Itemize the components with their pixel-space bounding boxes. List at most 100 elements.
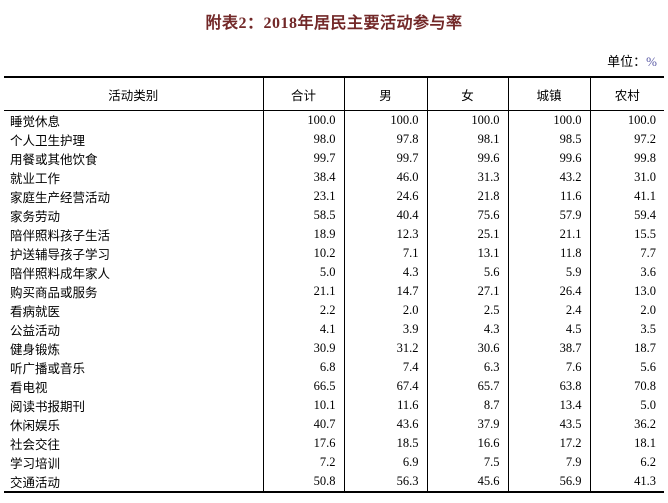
value-cell: 5.6	[589, 358, 664, 377]
table-row: 用餐或其他饮食 99.7 99.7 99.6 99.6 99.8	[4, 149, 664, 168]
value-cell: 13.0	[589, 282, 664, 301]
table-row: 家庭生产经营活动 23.1 24.6 21.8 11.6 41.1	[4, 187, 664, 206]
value-cell: 57.9	[507, 206, 590, 225]
value-cell: 99.8	[589, 149, 664, 168]
value-cell: 5.0	[589, 396, 664, 415]
value-cell: 75.6	[426, 206, 508, 225]
value-cell: 14.7	[343, 282, 427, 301]
value-cell: 5.6	[426, 263, 508, 282]
activity-label: 就业工作	[10, 172, 61, 186]
value-cell: 5.0	[262, 263, 344, 282]
value-cell: 40.7	[262, 415, 344, 434]
value-cell: 100.0	[426, 110, 508, 130]
value-cell: 2.0	[343, 301, 427, 320]
table-row: 学习培训 7.2 6.9 7.5 7.9 6.2	[4, 453, 664, 472]
value-cell: 10.2	[262, 244, 344, 263]
value-cell: 63.8	[507, 377, 590, 396]
table-row: 就业工作 38.4 46.0 31.3 43.2 31.0	[4, 168, 664, 187]
value-cell: 59.4	[589, 206, 664, 225]
value-cell: 7.6	[507, 358, 590, 377]
activity-label: 学习培训	[10, 457, 61, 471]
value-cell: 3.5	[589, 320, 664, 339]
value-cell: 4.3	[426, 320, 508, 339]
value-cell: 18.9	[262, 225, 344, 244]
value-cell: 40.4	[343, 206, 427, 225]
value-cell: 3.6	[589, 263, 664, 282]
value-cell: 36.2	[589, 415, 664, 434]
value-cell: 58.5	[262, 206, 344, 225]
column-header-urban: 城镇	[507, 77, 590, 111]
table-header-row: 活动类别 合计 男 女 城镇 农村	[4, 77, 664, 111]
value-cell: 97.2	[589, 130, 664, 149]
page-title: 附表2：2018年居民主要活动参与率	[205, 15, 463, 32]
value-cell: 66.5	[262, 377, 344, 396]
column-header-activity: 活动类别	[4, 77, 263, 111]
value-cell: 11.6	[507, 187, 590, 206]
activity-label: 看电视	[10, 381, 48, 395]
value-cell: 31.0	[589, 168, 664, 187]
column-header-total: 合计	[262, 77, 344, 111]
value-cell: 13.1	[426, 244, 508, 263]
table-row: 陪伴照料成年家人 5.0 4.3 5.6 5.9 3.6	[4, 263, 664, 282]
value-cell: 3.9	[343, 320, 427, 339]
value-cell: 38.4	[262, 168, 344, 187]
value-cell: 30.9	[262, 339, 344, 358]
value-cell: 98.1	[426, 130, 508, 149]
value-cell: 43.2	[507, 168, 590, 187]
value-cell: 18.1	[589, 434, 664, 453]
value-cell: 8.7	[426, 396, 508, 415]
table-row: 听广播或音乐 6.8 7.4 6.3 7.6 5.6	[4, 358, 664, 377]
value-cell: 2.0	[589, 301, 664, 320]
value-cell: 98.5	[507, 130, 590, 149]
value-cell: 100.0	[343, 110, 427, 130]
value-cell: 5.9	[507, 263, 590, 282]
value-cell: 67.4	[343, 377, 427, 396]
value-cell: 21.8	[426, 187, 508, 206]
table-row: 购买商品或服务 21.1 14.7 27.1 26.4 13.0	[4, 282, 664, 301]
table-row: 看病就医 2.2 2.0 2.5 2.4 2.0	[4, 301, 664, 320]
value-cell: 17.6	[262, 434, 344, 453]
unit-percent-sign: %	[646, 54, 657, 69]
value-cell: 6.2	[589, 453, 664, 472]
value-cell: 6.3	[426, 358, 508, 377]
value-cell: 7.1	[343, 244, 427, 263]
table-row: 健身锻炼 30.9 31.2 30.6 38.7 18.7	[4, 339, 664, 358]
value-cell: 41.3	[589, 472, 664, 492]
value-cell: 98.0	[262, 130, 344, 149]
value-cell: 12.3	[343, 225, 427, 244]
activity-label: 社会交往	[10, 438, 61, 452]
table-row: 陪伴照料孩子生活 18.9 12.3 25.1 21.1 15.5	[4, 225, 664, 244]
value-cell: 26.4	[507, 282, 590, 301]
value-cell: 16.6	[426, 434, 508, 453]
value-cell: 43.5	[507, 415, 590, 434]
value-cell: 7.5	[426, 453, 508, 472]
value-cell: 70.8	[589, 377, 664, 396]
activity-label: 个人卫生护理	[10, 134, 86, 148]
activity-label: 看病就医	[10, 305, 61, 319]
table-row: 交通活动 50.8 56.3 45.6 56.9 41.3	[4, 472, 664, 492]
value-cell: 7.4	[343, 358, 427, 377]
value-cell: 23.1	[262, 187, 344, 206]
value-cell: 4.1	[262, 320, 344, 339]
value-cell: 7.7	[589, 244, 664, 263]
value-cell: 43.6	[343, 415, 427, 434]
activity-label: 陪伴照料孩子生活	[10, 229, 111, 243]
activity-label: 休闲娱乐	[10, 419, 61, 433]
table-row: 公益活动 4.1 3.9 4.3 4.5 3.5	[4, 320, 664, 339]
value-cell: 15.5	[589, 225, 664, 244]
value-cell: 45.6	[426, 472, 508, 492]
value-cell: 7.2	[262, 453, 344, 472]
table-row: 社会交往 17.6 18.5 16.6 17.2 18.1	[4, 434, 664, 453]
table-row: 休闲娱乐 40.7 43.6 37.9 43.5 36.2	[4, 415, 664, 434]
value-cell: 100.0	[262, 110, 344, 130]
activity-label: 听广播或音乐	[10, 362, 86, 376]
value-cell: 31.3	[426, 168, 508, 187]
value-cell: 10.1	[262, 396, 344, 415]
value-cell: 4.5	[507, 320, 590, 339]
value-cell: 31.2	[343, 339, 427, 358]
table-row: 个人卫生护理 98.0 97.8 98.1 98.5 97.2	[4, 130, 664, 149]
activity-label: 健身锻炼	[10, 343, 61, 357]
activity-label: 阅读书报期刊	[10, 400, 86, 414]
value-cell: 24.6	[343, 187, 427, 206]
